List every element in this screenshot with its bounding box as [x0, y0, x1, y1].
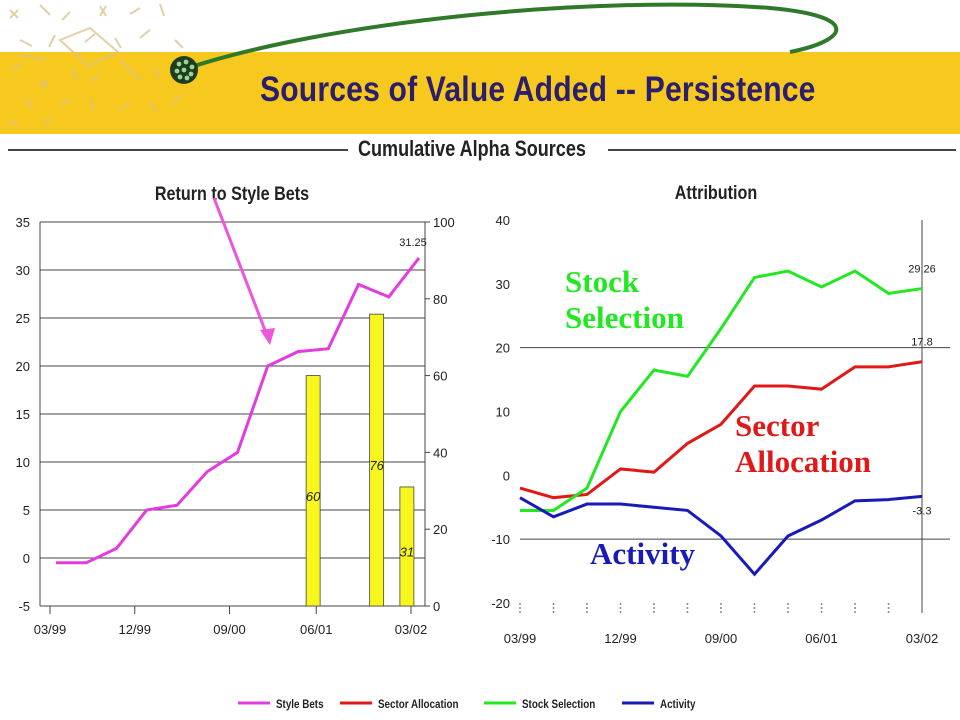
y-tick-label: 30: [16, 263, 30, 278]
y-tick-label: 20: [496, 341, 510, 356]
x-tick-label: 09/00: [705, 631, 738, 646]
legend-label: Style Bets: [276, 698, 324, 711]
x-tick-label: 03/02: [906, 631, 939, 646]
y2-tick-label: 20: [433, 522, 447, 537]
y-tick-label: 30: [496, 277, 510, 292]
title-banner: [0, 52, 960, 134]
y-tick-label: 40: [496, 213, 510, 228]
divider-rule-right: [608, 149, 956, 151]
series-line-sector-allocation: [519, 360, 923, 500]
y-tick-label: 20: [16, 359, 30, 374]
y-tick-label: 10: [496, 405, 510, 420]
y-tick-label: 35: [16, 215, 30, 230]
x-tick-label: 03/99: [504, 631, 537, 646]
y-tick-label: 0: [23, 551, 30, 566]
end-value-label: 31.25: [399, 237, 427, 249]
y2-tick-label: 80: [433, 292, 447, 307]
legend-label: Sector Allocation: [378, 698, 459, 711]
y-tick-label: -10: [491, 532, 510, 547]
series-line-stock-selection: [520, 269, 923, 512]
y-tick-label: 10: [16, 455, 30, 470]
y-tick-label: 5: [23, 503, 30, 518]
bar-label: 60: [306, 489, 321, 504]
arrow-head: [260, 328, 275, 345]
bar: [399, 486, 415, 607]
y-tick-label: -5: [18, 599, 30, 614]
bar-label: 76: [369, 458, 384, 473]
y-tick-label: 25: [16, 311, 30, 326]
end-value-label: 29.26: [908, 264, 936, 276]
y2-tick-label: 100: [433, 215, 455, 230]
x-tick-label: 06/01: [300, 622, 333, 637]
y-tick-label: 15: [16, 407, 30, 422]
legend-label: Activity: [660, 698, 696, 711]
y-tick-label: -20: [491, 596, 510, 611]
x-tick-label: 03/99: [34, 622, 67, 637]
series-line-style-bets: [56, 257, 421, 565]
divider-rule-left: [8, 149, 348, 151]
annotation-sector-allocation: Sector Allocation: [735, 408, 872, 479]
slide-title: Sources of Value Added -- Persistence: [260, 70, 816, 109]
left-chart-title: Return to Style Bets: [155, 183, 309, 205]
left-chart: Return to Style Bets 35 30 25 20 15 10 5 0 -5 100 8…: [16, 183, 455, 637]
annotation-activity: Activity: [590, 536, 696, 571]
right-chart: Attribution 40 30 20 10 0 -10 -20 17.8 29.26 -3.3 0…: [491, 182, 950, 646]
y2-tick-label: 40: [433, 445, 447, 460]
legend: Style Bets Sector Allocation Stock Selecti…: [238, 698, 696, 711]
y2-tick-label: 60: [433, 369, 447, 384]
end-value-label: -3.3: [913, 505, 932, 517]
legend-label: Stock Selection: [522, 698, 596, 711]
bar: [369, 313, 385, 607]
end-value-label: 17.8: [911, 337, 932, 349]
x-tick-label: 09/00: [213, 622, 246, 637]
x-tick-label: 12/99: [118, 622, 151, 637]
bar-label: 31: [400, 544, 414, 559]
chart-subtitle: Cumulative Alpha Sources: [358, 136, 586, 161]
right-chart-title: Attribution: [675, 182, 757, 204]
y2-tick-label: 0: [433, 599, 440, 614]
annotation-stock-selection: Stock Selection: [565, 264, 684, 335]
decorative-pattern: [7, 3, 184, 127]
logo-swoosh: [170, 2, 839, 84]
bar: [305, 375, 321, 607]
x-tick-label: 03/02: [395, 622, 428, 637]
y-tick-label: 0: [503, 468, 510, 483]
x-tick-label: 06/01: [805, 631, 838, 646]
arrow-shaft: [212, 197, 270, 339]
x-tick-label: 12/99: [604, 631, 637, 646]
series-line-activity: [519, 494, 923, 577]
